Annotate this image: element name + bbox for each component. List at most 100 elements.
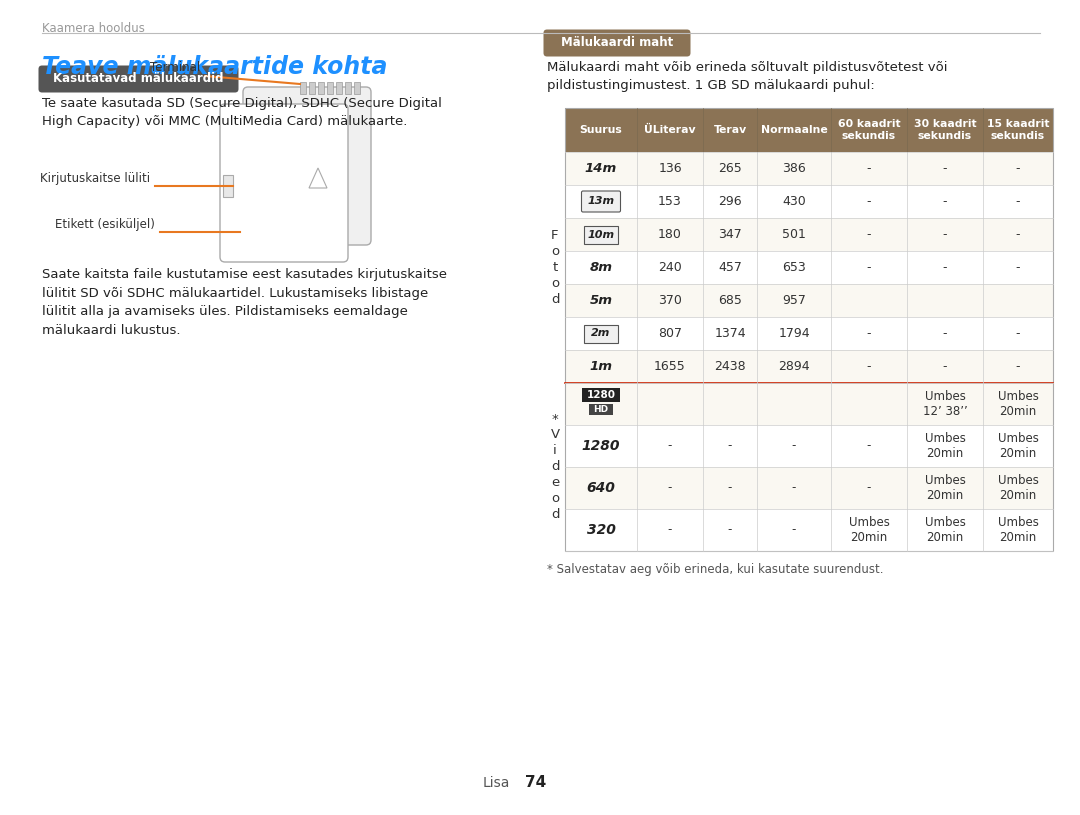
Bar (565, 218, 1053, 251)
Text: Umbes
20min: Umbes 20min (849, 516, 890, 544)
Text: 347: 347 (718, 228, 742, 241)
Text: * Salvestatav aeg võib erineda, kui kasutate suurendust.: * Salvestatav aeg võib erineda, kui kasu… (546, 563, 883, 576)
Text: Suurus: Suurus (580, 125, 622, 135)
Text: 5m: 5m (590, 294, 612, 307)
Text: 957: 957 (782, 294, 806, 307)
Text: 1794: 1794 (779, 327, 810, 340)
Text: Umbes
20min: Umbes 20min (998, 432, 1039, 460)
Text: -: - (667, 439, 672, 452)
Bar (565, 251, 1053, 284)
Bar (565, 284, 1053, 317)
Text: -: - (1016, 162, 1021, 175)
Text: 640: 640 (586, 481, 616, 495)
Text: -: - (728, 523, 732, 536)
Text: Umbes
20min: Umbes 20min (924, 474, 966, 502)
Bar (582, 388, 620, 402)
Text: Umbes
20min: Umbes 20min (924, 432, 966, 460)
Text: Umbes
12’ 38’’: Umbes 12’ 38’’ (922, 390, 968, 418)
Text: 1280: 1280 (586, 390, 616, 400)
FancyBboxPatch shape (581, 191, 621, 212)
Text: 8m: 8m (590, 261, 612, 274)
Text: -: - (943, 162, 947, 175)
Text: 1m: 1m (590, 360, 612, 373)
Bar (565, 108, 1053, 152)
Text: 386: 386 (782, 162, 806, 175)
Text: 153: 153 (658, 195, 681, 208)
Bar (584, 324, 618, 342)
Text: 807: 807 (658, 327, 681, 340)
Text: -: - (943, 360, 947, 373)
Text: Kasutatavad mälukaardid: Kasutatavad mälukaardid (53, 73, 224, 86)
Text: -: - (1016, 195, 1021, 208)
Text: Umbes
20min: Umbes 20min (998, 474, 1039, 502)
Text: -: - (867, 162, 872, 175)
Text: -: - (867, 439, 872, 452)
Text: Mälukaardi maht võib erineda sõltuvalt pildistusvõtetest või
pildistustingimuste: Mälukaardi maht võib erineda sõltuvalt p… (546, 61, 947, 92)
FancyBboxPatch shape (543, 29, 690, 56)
Text: Kaamera hooldus: Kaamera hooldus (42, 22, 145, 35)
Text: Saate kaitsta faile kustutamise eest kasutades kirjutuskaitse
lülitit SD või SDH: Saate kaitsta faile kustutamise eest kas… (42, 268, 447, 337)
Text: 10m: 10m (588, 230, 615, 240)
Text: -: - (867, 327, 872, 340)
Text: 370: 370 (658, 294, 681, 307)
Text: 430: 430 (782, 195, 806, 208)
Text: -: - (1016, 360, 1021, 373)
Text: 14m: 14m (585, 162, 617, 175)
Bar (565, 425, 1053, 467)
Text: Lisa: Lisa (483, 776, 510, 790)
Bar (300, 82, 306, 94)
Text: -: - (1016, 261, 1021, 274)
Text: 74: 74 (525, 775, 546, 790)
Text: 2438: 2438 (714, 360, 746, 373)
Text: Umbes
20min: Umbes 20min (998, 516, 1039, 544)
Bar (565, 317, 1053, 350)
Text: 240: 240 (658, 261, 681, 274)
Text: -: - (667, 523, 672, 536)
Text: -: - (867, 261, 872, 274)
Text: -: - (943, 228, 947, 241)
Bar (565, 350, 1053, 383)
Text: 457: 457 (718, 261, 742, 274)
Text: Umbes
20min: Umbes 20min (998, 390, 1039, 418)
Text: Mälukaardi maht: Mälukaardi maht (561, 37, 673, 50)
Text: Umbes
20min: Umbes 20min (924, 516, 966, 544)
Bar (565, 467, 1053, 509)
Text: 30 kaadrit
sekundis: 30 kaadrit sekundis (914, 119, 976, 141)
Text: Terav: Terav (714, 125, 746, 135)
FancyBboxPatch shape (220, 104, 348, 262)
Bar (318, 82, 324, 94)
Text: 320: 320 (586, 523, 616, 537)
Text: -: - (867, 228, 872, 241)
Text: -: - (943, 261, 947, 274)
Text: 2894: 2894 (779, 360, 810, 373)
Text: Etikett (esiküljel): Etikett (esiküljel) (55, 218, 156, 231)
Text: -: - (867, 195, 872, 208)
Text: 60 kaadrit
sekundis: 60 kaadrit sekundis (838, 119, 901, 141)
Text: -: - (728, 439, 732, 452)
FancyBboxPatch shape (39, 65, 239, 92)
Text: 653: 653 (782, 261, 806, 274)
Text: -: - (1016, 327, 1021, 340)
Text: 15 kaadrit
sekundis: 15 kaadrit sekundis (987, 119, 1050, 141)
Bar (345, 82, 351, 94)
Bar (336, 82, 342, 94)
Text: 685: 685 (718, 294, 742, 307)
Bar (565, 383, 1053, 425)
Bar (309, 82, 315, 94)
Bar (222, 175, 233, 197)
Text: -: - (943, 195, 947, 208)
Text: 136: 136 (658, 162, 681, 175)
Bar (354, 82, 360, 94)
Text: Teave mälukaartide kohta: Teave mälukaartide kohta (42, 55, 388, 79)
Text: Normaalne: Normaalne (760, 125, 827, 135)
Text: ÜLiterav: ÜLiterav (644, 125, 696, 135)
Text: 2m: 2m (592, 328, 610, 338)
Bar (565, 185, 1053, 218)
Bar (584, 226, 618, 244)
FancyBboxPatch shape (243, 87, 372, 245)
Text: -: - (943, 327, 947, 340)
Text: F
o
t
o
d: F o t o d (551, 229, 559, 306)
Text: 1655: 1655 (654, 360, 686, 373)
Text: -: - (792, 482, 796, 495)
Text: Terminal: Terminal (150, 61, 200, 74)
